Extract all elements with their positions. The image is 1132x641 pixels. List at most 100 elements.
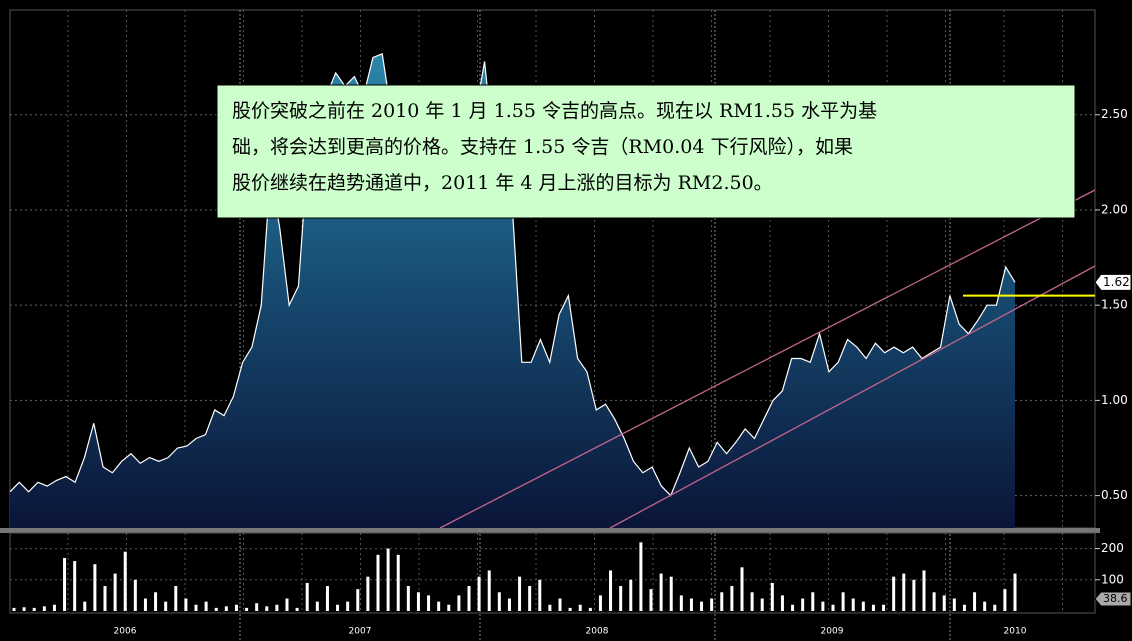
y-tick-label: 2.00 (1101, 202, 1128, 216)
volume-bar (700, 601, 704, 611)
volume-bar (1013, 573, 1017, 611)
volume-bar (689, 598, 693, 611)
volume-bar (164, 601, 168, 611)
volume-bar (548, 604, 552, 611)
volume-bar (922, 570, 926, 611)
annotation-text: 股价继续在趋势通道中，2011 年 4 月上涨的目标为 RM2.50。 (232, 172, 773, 194)
volume-bar (619, 586, 623, 611)
volume-bar (750, 592, 754, 611)
price-area (10, 53, 1015, 528)
y-tick-label: 1.00 (1101, 393, 1128, 407)
volume-bar (568, 607, 572, 611)
volume-bar (821, 601, 825, 611)
volume-bar (427, 595, 431, 611)
volume-bar (598, 595, 602, 611)
volume-bar (942, 595, 946, 611)
volume-bar (245, 607, 249, 611)
volume-bar (406, 586, 410, 611)
volume-bar (861, 601, 865, 611)
volume-bar (892, 576, 896, 611)
volume-bar (669, 576, 673, 611)
volume-bar (42, 606, 46, 611)
volume-bar (629, 579, 633, 611)
volume-bar (932, 592, 936, 611)
volume-bar (507, 598, 511, 611)
volume-bar (83, 601, 87, 611)
volume-bar (497, 592, 501, 611)
volume-bar (133, 579, 137, 611)
volume-bar (791, 604, 795, 611)
last-price-box (1094, 273, 1132, 291)
volume-bar (962, 604, 966, 611)
volume-bar (123, 551, 127, 611)
volume-bar (871, 604, 875, 611)
volume-bar (882, 604, 886, 611)
volume-bar (841, 592, 845, 611)
volume-bar (325, 586, 329, 611)
volume-bar (154, 592, 158, 611)
y-tick-label: 0.50 (1101, 488, 1128, 502)
volume-bar (720, 592, 724, 611)
volume-bar (315, 601, 319, 611)
y-tick-label: 1.50 (1101, 298, 1128, 312)
volume-bar (902, 573, 906, 611)
annotation-text: 础，将会达到更高的价格。支持在 1.55 令吉（RM0.04 下行风险），如果 (232, 136, 853, 158)
volume-bar (487, 570, 491, 611)
volume-bar (1003, 589, 1007, 611)
volume-bar (710, 598, 714, 611)
volume-bar (184, 598, 188, 611)
x-tick-label: 2010 (1004, 627, 1027, 637)
volume-bar (639, 542, 643, 611)
volume-panel (9, 532, 1096, 614)
volume-bar (518, 576, 522, 611)
volume-bar (588, 607, 592, 611)
volume-bar (659, 573, 663, 611)
volume-bar (609, 570, 613, 611)
volume-bar (558, 598, 562, 611)
last-volume-box (1094, 591, 1132, 607)
volume-bar (528, 586, 532, 611)
channel-upper (439, 189, 1096, 529)
y-tick-label: 200 (1101, 541, 1124, 555)
volume-bar (356, 589, 360, 611)
volume-bar (204, 601, 208, 611)
last-volume-label: 38.6 (1103, 592, 1128, 605)
volume-bar (770, 582, 774, 611)
last-price-label: 1.62 (1103, 275, 1130, 289)
x-tick-label: 2006 (114, 627, 137, 637)
volume-bar (295, 607, 299, 611)
volume-bar (578, 604, 582, 611)
y-tick-label: 2.50 (1101, 107, 1128, 121)
volume-bar (801, 598, 805, 611)
volume-bar (437, 601, 441, 611)
volume-bar (194, 604, 198, 611)
volume-bar (12, 607, 16, 611)
volume-bar (376, 554, 380, 611)
volume-bar (730, 586, 734, 611)
volume-bar (477, 576, 481, 611)
volume-bar (912, 579, 916, 611)
volume-bar (952, 598, 956, 611)
volume-bar (851, 598, 855, 611)
volume-bar (113, 573, 117, 611)
volume-bar (22, 607, 26, 611)
volume-bar (143, 598, 147, 611)
volume-bar (63, 557, 67, 611)
volume-bar (174, 586, 178, 611)
volume-bar (32, 607, 36, 611)
annotation-text: 股价突破之前在 2010 年 1 月 1.55 令吉的高点。现在以 RM1.55… (232, 100, 877, 122)
volume-bar (285, 598, 289, 611)
volume-bar (760, 598, 764, 611)
volume-bar (103, 586, 107, 611)
volume-bar (467, 586, 471, 611)
volume-bar (811, 592, 815, 611)
volume-bar (93, 564, 97, 611)
volume-bar (457, 595, 461, 611)
volume-bar (224, 606, 228, 611)
volume-bar (538, 579, 542, 611)
volume-bar (416, 592, 420, 611)
volume-bar (973, 592, 977, 611)
volume-bar (214, 607, 218, 611)
volume-bar (993, 604, 997, 611)
